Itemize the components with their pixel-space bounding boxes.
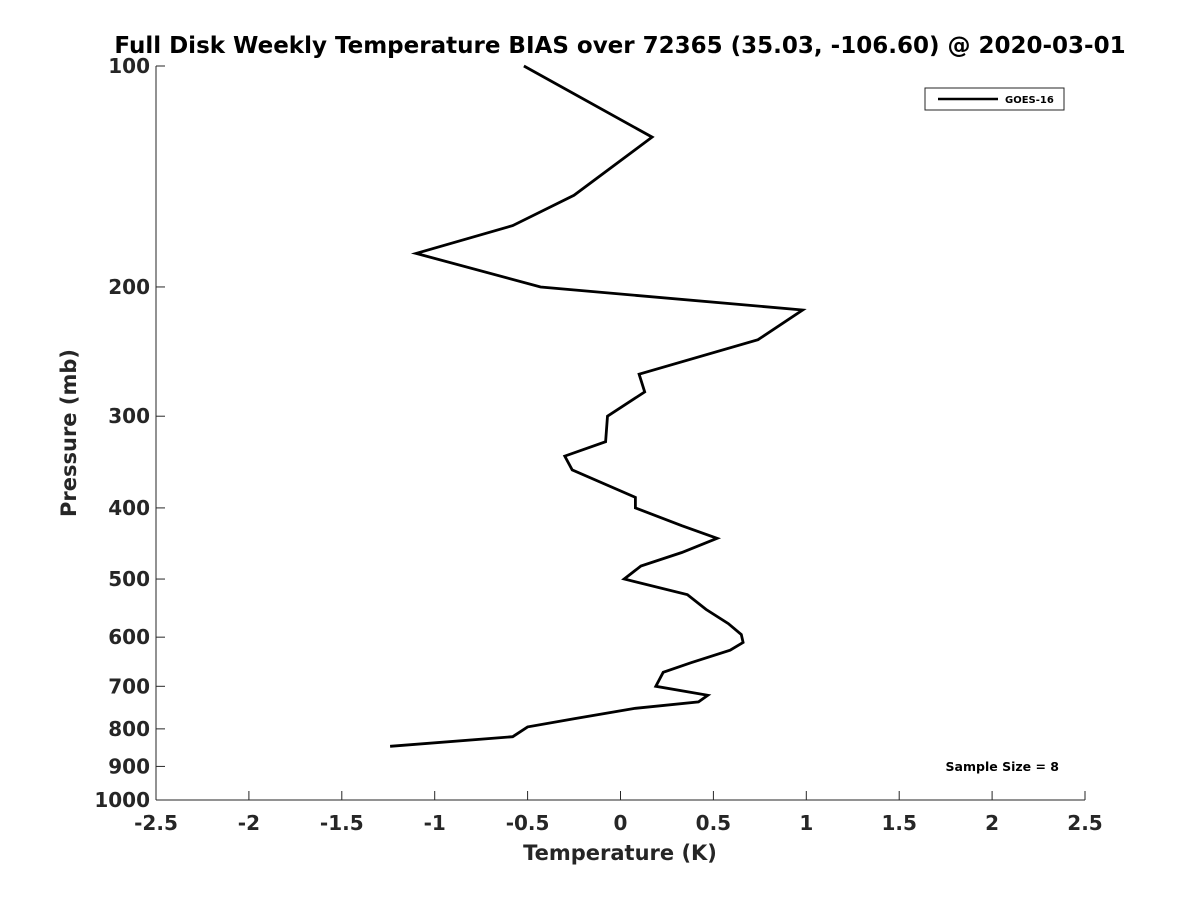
- x-tick-label: 0.5: [696, 811, 731, 835]
- x-tick-label: -2.5: [134, 811, 178, 835]
- x-tick-label: 0: [614, 811, 628, 835]
- y-tick-label: 700: [108, 674, 150, 698]
- chart-title: Full Disk Weekly Temperature BIAS over 7…: [114, 33, 1125, 59]
- x-axis-label: Temperature (K): [523, 841, 717, 865]
- y-axis-ticks: 100 200 300 400 500 600 700 800 900 1000: [94, 54, 165, 812]
- y-tick-label: 200: [108, 275, 150, 299]
- plot-area: [389, 64, 807, 748]
- x-tick-label: -1: [424, 811, 446, 835]
- y-tick-label: 500: [108, 567, 150, 591]
- x-axis-ticks: -2.5 -2 -1.5 -1 -0.5 0 0.5 1 1.5 2 2.5: [134, 791, 1103, 835]
- sample-size-annotation: Sample Size = 8: [946, 759, 1059, 774]
- y-axis-label: Pressure (mb): [57, 349, 81, 517]
- y-tick-label: 300: [108, 404, 150, 428]
- x-tick-label: 2: [985, 811, 999, 835]
- x-tick-label: -0.5: [506, 811, 550, 835]
- x-tick-label: -1.5: [320, 811, 364, 835]
- series-line-goes-16: [389, 64, 807, 748]
- y-tick-label: 800: [108, 717, 150, 741]
- x-tick-label: 2.5: [1067, 811, 1102, 835]
- x-tick-label: 1: [799, 811, 813, 835]
- y-tick-label: 100: [108, 54, 150, 78]
- y-tick-label: 900: [108, 754, 150, 778]
- y-tick-label: 1000: [94, 788, 150, 812]
- y-tick-label: 600: [108, 625, 150, 649]
- y-tick-label: 400: [108, 496, 150, 520]
- legend-label: GOES-16: [1005, 95, 1054, 106]
- x-tick-label: -2: [238, 811, 260, 835]
- legend: GOES-16: [924, 87, 1065, 111]
- x-tick-label: 1.5: [881, 811, 916, 835]
